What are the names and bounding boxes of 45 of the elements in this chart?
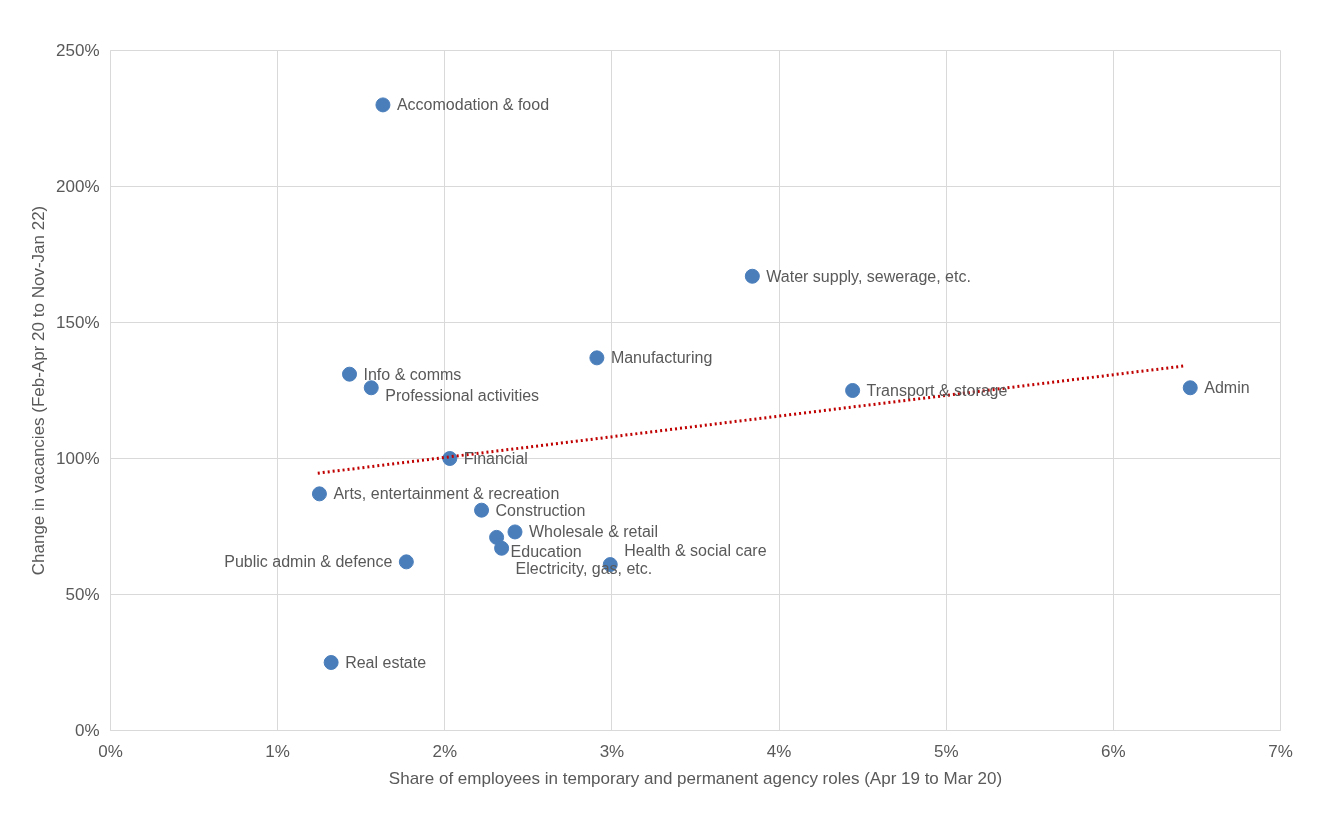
x-tick-label: 5%	[933, 741, 959, 761]
point	[589, 350, 605, 366]
annotation: Education	[510, 542, 582, 560]
y-tick-label: 50%	[65, 585, 100, 604]
point	[489, 529, 505, 545]
annotation: Financial	[463, 450, 528, 467]
point	[1182, 380, 1198, 396]
point	[845, 383, 861, 398]
point	[398, 554, 414, 570]
point	[375, 97, 391, 113]
point	[494, 540, 510, 556]
x-tick-label: 1%	[265, 741, 290, 761]
x-tick-label: 6%	[1101, 741, 1126, 761]
point	[507, 524, 523, 540]
point	[342, 366, 358, 382]
y-tick-label: 150%	[56, 313, 100, 332]
point	[323, 655, 339, 670]
point	[311, 486, 327, 502]
annotation: Admin	[1204, 379, 1250, 397]
y-tick-label: 100%	[56, 449, 100, 468]
x-tick-label: 7%	[1268, 741, 1293, 761]
y-axis-title: Change in vacancies (Feb-Apr 20 to Nov-Jan 22)	[29, 205, 49, 576]
x-tick-label: 2%	[432, 741, 458, 761]
annotation: Water supply, sewerage, etc.	[766, 267, 971, 285]
point	[744, 268, 760, 284]
point	[363, 380, 379, 396]
annotation: Construction	[495, 501, 586, 519]
annotation: Info & comms	[363, 365, 462, 383]
annotation: Professional activities	[385, 387, 540, 405]
x-tick-label: 4%	[766, 741, 792, 761]
annotation: Real estate	[345, 654, 427, 671]
x-tick-label: 0%	[98, 741, 123, 761]
annotation: Wholesale & retail	[528, 523, 658, 541]
annotation: Manufacturing	[610, 349, 713, 367]
y-tick-label: 250%	[56, 41, 100, 60]
annotation: Electricity, gas, etc.	[515, 559, 653, 577]
x-axis-title: Share of employees in temporary and permanent agency roles (Apr 19 to Mar 20)	[388, 768, 1003, 788]
x-tick-label: 3%	[599, 741, 625, 761]
annotation: Public admin & defence	[224, 553, 393, 571]
y-tick-label: 0%	[74, 721, 100, 740]
annotation: Arts, entertainment & recreation	[333, 485, 560, 503]
annotation: Health & social care	[624, 542, 767, 560]
point	[474, 502, 490, 518]
annotation: Accomodation & food	[396, 96, 550, 114]
y-tick-label: 200%	[56, 177, 100, 196]
